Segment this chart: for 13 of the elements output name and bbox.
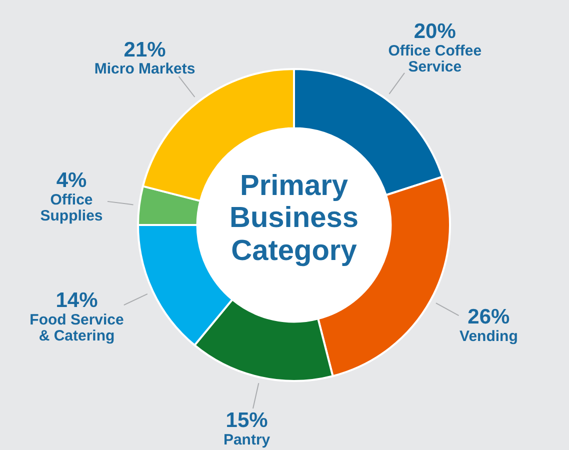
slice-label: Vending	[460, 328, 518, 345]
data-label: 21%	[124, 38, 166, 62]
data-label: 26%	[468, 305, 510, 328]
data-label: 14%	[56, 289, 98, 312]
slice-label: Office Coffee Service	[388, 42, 482, 76]
slice-label: Micro Markets	[94, 60, 196, 78]
slice-label: Office Supplies	[40, 191, 103, 224]
text: Primary Business Category	[228, 170, 360, 268]
data-label: 15%	[226, 409, 268, 432]
slice-label: Pantry	[223, 432, 271, 449]
data-label: 20%	[414, 20, 456, 43]
slice-label: Food Service & Catering	[30, 311, 124, 344]
data-label: 4%	[56, 168, 88, 192]
